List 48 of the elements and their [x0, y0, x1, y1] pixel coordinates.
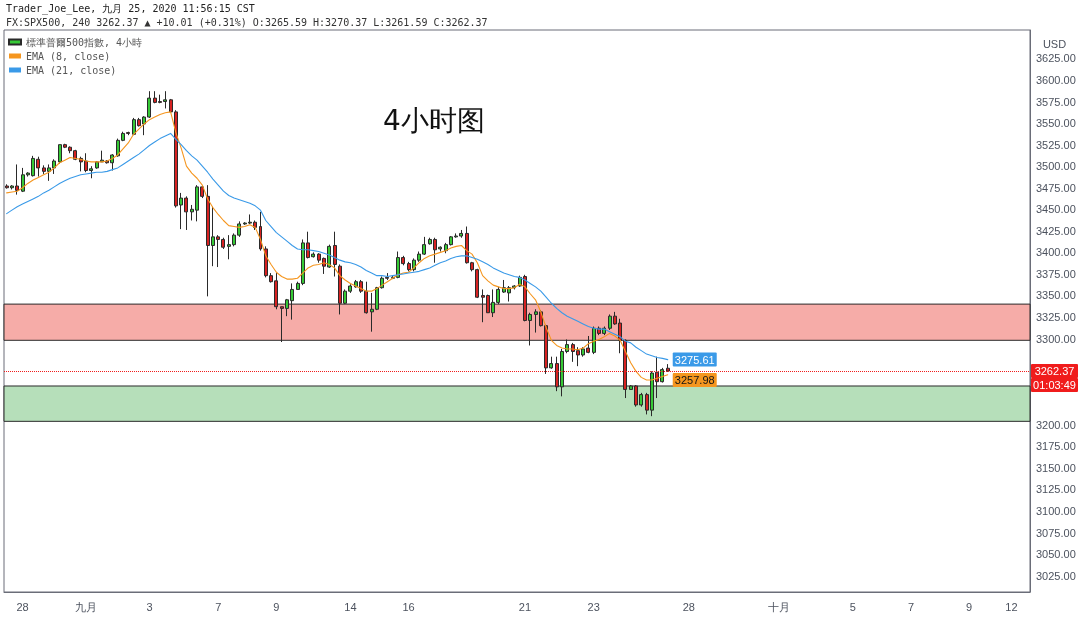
- y-tick-label: 3375.00: [1036, 267, 1076, 280]
- x-tick-label: 十月: [767, 600, 790, 613]
- y-tick-label: 3325.00: [1036, 311, 1076, 324]
- legend-label: 標準普爾500指數, 4小時: [26, 36, 143, 48]
- y-tick-label: 3525.00: [1036, 138, 1076, 151]
- x-tick-label: 3: [146, 600, 153, 613]
- x-tick-label: 7: [215, 600, 222, 613]
- x-tick-label: 14: [344, 600, 357, 613]
- y-tick-label: 3025.00: [1036, 569, 1076, 582]
- x-tick-label: 7: [907, 600, 915, 613]
- x-tick-label: 16: [402, 600, 415, 613]
- y-tick-label: 3425.00: [1036, 224, 1076, 237]
- y-tick-label: 3450.00: [1036, 203, 1076, 216]
- y-tick-label: 3600.00: [1036, 73, 1076, 86]
- text: 01:03:49: [1033, 379, 1076, 392]
- legend-label: EMA (8, close): [26, 50, 111, 62]
- y-tick-label: 3625.00: [1036, 52, 1076, 65]
- chart-subtitle: Trader_Joe_Lee, 九月 25, 2020 11:56:15 CST: [6, 2, 255, 15]
- y-tick-label: 3100.00: [1036, 504, 1076, 517]
- y-axis-title: USD: [1042, 38, 1067, 50]
- x-tick-label: 9: [966, 600, 973, 613]
- text: 4小时图: [383, 103, 485, 137]
- y-tick-label: 3550.00: [1036, 117, 1076, 130]
- text: FX:SPX500, 240 3262.37 ▲ +10.01 (+0.31%) O:3265.59 H:3270.37 L:3261.59 C:3262.37: [6, 16, 488, 28]
- y-tick-label: 3500.00: [1036, 160, 1076, 173]
- y-tick-label: 3300.00: [1036, 332, 1076, 345]
- x-tick-label: 5: [849, 600, 856, 613]
- y-tick-label: 3350.00: [1036, 289, 1076, 302]
- x-tick-label: 21: [518, 600, 532, 613]
- x-tick-label: 九月: [74, 600, 97, 613]
- ref-line-label: 3262.37: [1034, 365, 1075, 378]
- y-tick-label: 3475.00: [1036, 181, 1076, 194]
- x-tick-label: 9: [273, 600, 280, 613]
- y-tick-label: 3125.00: [1036, 483, 1076, 496]
- y-tick-label: 3050.00: [1036, 548, 1076, 561]
- y-tick-label: 3075.00: [1036, 526, 1076, 539]
- legend-label: EMA (21, close): [26, 64, 117, 76]
- data-label: 3257.98: [674, 374, 715, 387]
- data-label: 3275.61: [674, 353, 715, 366]
- x-tick-label: 12: [1005, 600, 1018, 613]
- x-tick-label: 28: [682, 600, 696, 613]
- y-tick-label: 3175.00: [1036, 440, 1076, 453]
- x-tick-label: 28: [16, 600, 29, 613]
- x-tick-label: 23: [587, 600, 600, 613]
- y-tick-label: 3400.00: [1036, 246, 1076, 259]
- y-tick-label: 3150.00: [1036, 461, 1076, 474]
- y-tick-label: 3200.00: [1036, 418, 1076, 431]
- y-tick-label: 3575.00: [1036, 95, 1076, 108]
